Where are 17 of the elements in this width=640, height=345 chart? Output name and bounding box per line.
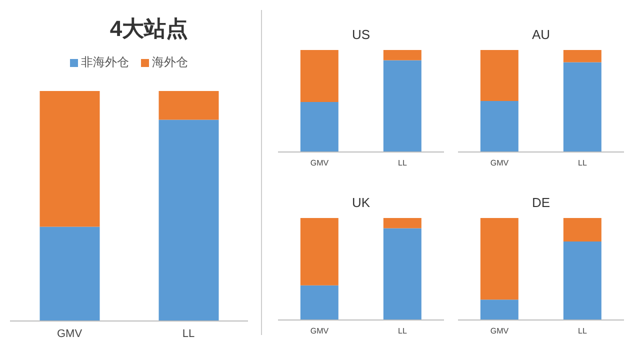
x-tick-label: LL [398, 158, 408, 168]
x-tick-label: GMV [56, 328, 83, 340]
chart-title: DE [532, 195, 550, 210]
legend-label: 海外仓 [152, 54, 188, 71]
x-tick-label: LL [398, 326, 408, 336]
chart-title: US [352, 27, 370, 42]
chart-title: AU [532, 27, 550, 42]
chart-title: UK [352, 195, 370, 210]
x-tick-label: GMV [310, 326, 330, 336]
x-tick-label: LL [182, 328, 195, 340]
x-tick-label: GMV [310, 158, 330, 168]
x-tick-label: GMV [490, 326, 510, 336]
x-tick-label: LL [578, 158, 588, 168]
x-tick-label: LL [578, 326, 588, 336]
legend-label: 非海外仓 [81, 54, 129, 71]
x-tick-label: GMV [490, 158, 510, 168]
chart-title: 4大站点 [110, 15, 188, 43]
